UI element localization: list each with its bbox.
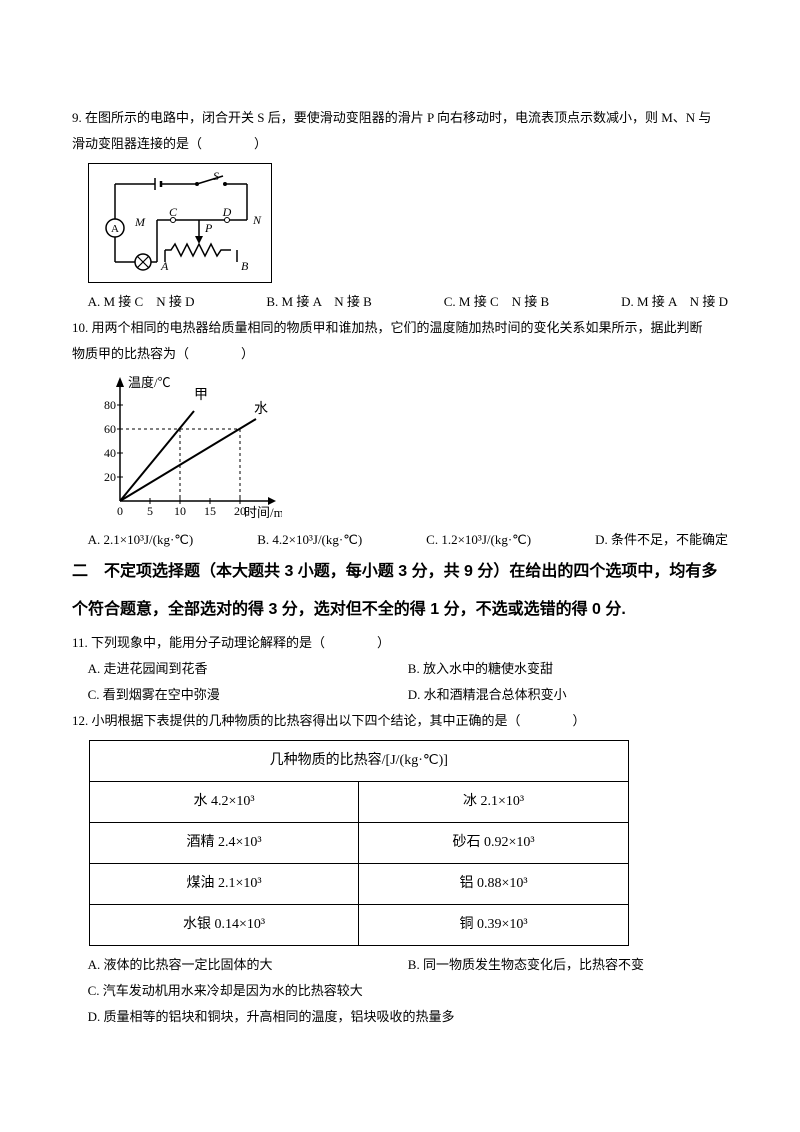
- q11-options: A. 走进花园闻到花香 B. 放入水中的糖使水变甜 C. 看到烟雾在空中弥漫 D…: [72, 656, 728, 708]
- svg-text:S: S: [213, 170, 219, 183]
- q12-specific-heat-table: 几种物质的比热容/[J/(kg·℃)] 水 4.2×10³ 冰 2.1×10³ …: [89, 740, 629, 946]
- q9-stem-line1: 9. 在图所示的电路中，闭合开关 S 后，要使滑动变阻器的滑片 P 向右移动时，…: [72, 105, 728, 131]
- q12-option-c: C. 汽车发动机用水来冷却是因为水的比热容较大: [88, 978, 728, 1004]
- svg-text:B: B: [241, 259, 249, 273]
- svg-text:C: C: [169, 205, 178, 219]
- svg-text:40: 40: [104, 446, 116, 460]
- cell: 砂石 0.92×10³: [359, 822, 629, 863]
- svg-text:D: D: [221, 205, 231, 219]
- svg-text:A: A: [160, 259, 169, 273]
- cell: 水 4.2×10³: [89, 781, 359, 822]
- svg-text:5: 5: [147, 504, 153, 518]
- section-2-heading: 二 不定项选择题（本大题共 3 小题，每小题 3 分，共 9 分）在给出的四个选…: [72, 553, 728, 630]
- q11-option-a: A. 走进花园闻到花香: [88, 656, 408, 682]
- svg-text:水: 水: [254, 401, 268, 417]
- circuit-svg: A S C D M: [95, 170, 267, 276]
- cell: 冰 2.1×10³: [359, 781, 629, 822]
- q12-option-d: D. 质量相等的铝块和铜块，升高相同的温度，铝块吸收的热量多: [88, 1004, 728, 1030]
- q10-options: A. 2.1×10³J/(kg·℃) B. 4.2×10³J/(kg·℃) C.…: [72, 527, 728, 553]
- q9-option-d: D. M 接 A N 接 D: [621, 289, 728, 315]
- svg-text:80: 80: [104, 398, 116, 412]
- cell: 酒精 2.4×10³: [89, 822, 359, 863]
- cell: 煤油 2.1×10³: [89, 863, 359, 904]
- q11-option-b: B. 放入水中的糖使水变甜: [408, 656, 728, 682]
- q10-chart: 20 40 60 80 5 10 15 20 0 温度/℃: [86, 373, 282, 521]
- svg-text:0: 0: [117, 504, 123, 518]
- svg-text:15: 15: [204, 504, 216, 518]
- q12-option-a: A. 液体的比热容一定比固体的大: [88, 952, 408, 978]
- table-row: 水银 0.14×10³ 铜 0.39×10³: [89, 904, 628, 945]
- q12-options-single: C. 汽车发动机用水来冷却是因为水的比热容较大 D. 质量相等的铝块和铜块，升高…: [72, 978, 728, 1030]
- q10-option-c: C. 1.2×10³J/(kg·℃): [426, 527, 531, 553]
- svg-text:甲: 甲: [194, 388, 208, 403]
- table-caption: 几种物质的比热容/[J/(kg·℃)]: [89, 740, 628, 781]
- cell: 铜 0.39×10³: [359, 904, 629, 945]
- q9-option-c: C. M 接 C N 接 B: [444, 289, 549, 315]
- q11-option-d: D. 水和酒精混合总体积变小: [408, 682, 728, 708]
- svg-text:A: A: [111, 223, 119, 235]
- q9-options: A. M 接 C N 接 D B. M 接 A N 接 B C. M 接 C N…: [72, 289, 728, 315]
- svg-text:M: M: [134, 215, 146, 229]
- q10-option-a: A. 2.1×10³J/(kg·℃): [88, 527, 194, 553]
- document-page: 9. 在图所示的电路中，闭合开关 S 后，要使滑动变阻器的滑片 P 向右移动时，…: [0, 0, 800, 1090]
- table-row: 酒精 2.4×10³ 砂石 0.92×10³: [89, 822, 628, 863]
- svg-text:20: 20: [104, 470, 116, 484]
- q11-option-c: C. 看到烟雾在空中弥漫: [88, 682, 408, 708]
- svg-text:N: N: [252, 213, 262, 227]
- q12-option-b: B. 同一物质发生物态变化后，比热容不变: [408, 952, 728, 978]
- q10-option-d: D. 条件不足，不能确定: [595, 527, 728, 553]
- q12-options-row1: A. 液体的比热容一定比固体的大 B. 同一物质发生物态变化后，比热容不变: [72, 952, 728, 978]
- cell: 水银 0.14×10³: [89, 904, 359, 945]
- svg-text:10: 10: [174, 504, 186, 518]
- q11-stem: 11. 下列现象中，能用分子动理论解释的是（ ）: [72, 630, 728, 656]
- q10-option-b: B. 4.2×10³J/(kg·℃): [257, 527, 362, 553]
- q9-option-b: B. M 接 A N 接 B: [266, 289, 371, 315]
- q12-stem: 12. 小明根据下表提供的几种物质的比热容得出以下四个结论，其中正确的是（ ）: [72, 708, 728, 734]
- q9-circuit-diagram: A S C D M: [88, 163, 272, 283]
- svg-text:P: P: [204, 221, 213, 235]
- svg-text:60: 60: [104, 422, 116, 436]
- table-row: 水 4.2×10³ 冰 2.1×10³: [89, 781, 628, 822]
- q9-option-a: A. M 接 C N 接 D: [88, 289, 195, 315]
- cell: 铝 0.88×10³: [359, 863, 629, 904]
- table-row: 煤油 2.1×10³ 铝 0.88×10³: [89, 863, 628, 904]
- svg-text:温度/℃: 温度/℃: [128, 375, 171, 390]
- q10-stem-line2: 物质甲的比热容为（ ）: [72, 341, 728, 367]
- q9-stem-line2: 滑动变阻器连接的是（ ）: [72, 131, 728, 157]
- svg-text:时间/min: 时间/min: [244, 505, 282, 520]
- q10-stem-line1: 10. 用两个相同的电热器给质量相同的物质甲和谁加热，它们的温度随加热时间的变化…: [72, 315, 728, 341]
